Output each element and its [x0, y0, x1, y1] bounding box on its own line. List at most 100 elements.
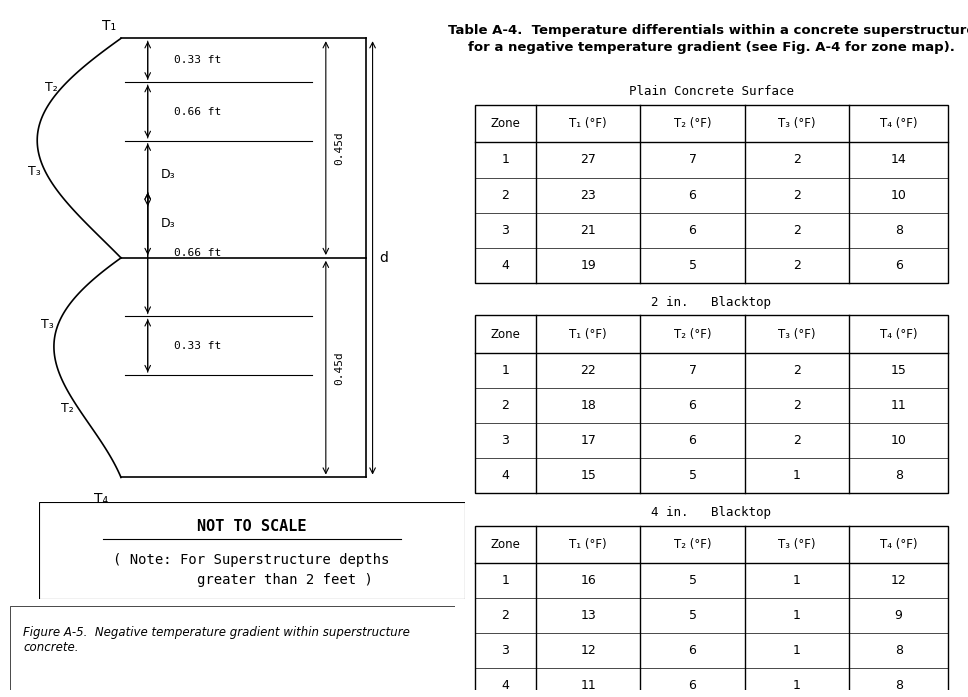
Text: 0.33 ft: 0.33 ft: [174, 341, 222, 351]
Text: Table A-4.  Temperature differentials within a concrete superstructure
for a neg: Table A-4. Temperature differentials wit…: [448, 24, 968, 54]
Text: T₁ (°F): T₁ (°F): [569, 328, 607, 341]
Text: 2 in.   Blacktop: 2 in. Blacktop: [651, 296, 771, 309]
Text: 3: 3: [501, 434, 509, 447]
Text: T₄ (°F): T₄ (°F): [880, 538, 918, 551]
Text: 5: 5: [688, 259, 697, 272]
Text: T₃ (°F): T₃ (°F): [778, 117, 815, 130]
Text: 1: 1: [501, 364, 509, 377]
Text: 17: 17: [581, 434, 596, 447]
Text: D₃: D₃: [161, 169, 176, 181]
Text: 2: 2: [501, 609, 509, 622]
Text: 2: 2: [793, 153, 801, 167]
Text: 19: 19: [581, 259, 596, 272]
Text: 2: 2: [793, 364, 801, 377]
Text: NOT TO SCALE: NOT TO SCALE: [197, 519, 307, 534]
Text: 18: 18: [581, 399, 596, 412]
Text: 0.33 ft: 0.33 ft: [174, 55, 222, 66]
Text: 9: 9: [894, 609, 902, 622]
Text: 12: 12: [581, 644, 596, 657]
Text: 27: 27: [581, 153, 596, 167]
Bar: [474, 105, 949, 283]
Text: 2: 2: [793, 189, 801, 201]
Text: T₂: T₂: [45, 81, 58, 93]
Text: 1: 1: [793, 644, 801, 657]
Text: 12: 12: [891, 574, 907, 587]
Text: 1: 1: [793, 609, 801, 622]
Text: 2: 2: [793, 224, 801, 237]
Text: 2: 2: [501, 189, 509, 201]
Text: 6: 6: [688, 680, 696, 693]
Text: 6: 6: [688, 644, 696, 657]
Text: 4 in.   Blacktop: 4 in. Blacktop: [651, 506, 771, 519]
Text: 6: 6: [688, 434, 696, 447]
Text: 4: 4: [501, 469, 509, 482]
Text: 5: 5: [688, 609, 697, 622]
Text: 13: 13: [581, 609, 596, 622]
Text: 11: 11: [581, 680, 596, 693]
Text: 8: 8: [894, 680, 903, 693]
Text: 1: 1: [793, 574, 801, 587]
Text: 0.45d: 0.45d: [335, 351, 345, 385]
Text: Figure A-5.  Negative temperature gradient within superstructure
concrete.: Figure A-5. Negative temperature gradien…: [23, 626, 409, 654]
Text: 4: 4: [501, 680, 509, 693]
Text: 10: 10: [891, 434, 907, 447]
Text: T₂ (°F): T₂ (°F): [674, 328, 711, 341]
Text: 11: 11: [891, 399, 907, 412]
Text: 7: 7: [688, 153, 697, 167]
Bar: [474, 526, 949, 697]
Text: T₂: T₂: [61, 402, 75, 415]
Text: Zone: Zone: [491, 538, 520, 551]
Text: 15: 15: [891, 364, 907, 377]
Text: 3: 3: [501, 644, 509, 657]
Text: T₄: T₄: [94, 492, 107, 506]
Text: 1: 1: [793, 469, 801, 482]
FancyBboxPatch shape: [39, 502, 465, 599]
Text: T₃: T₃: [41, 318, 53, 331]
Text: 6: 6: [688, 399, 696, 412]
Text: 0.66 ft: 0.66 ft: [174, 107, 222, 116]
Bar: [474, 316, 949, 493]
Text: 4: 4: [501, 259, 509, 272]
Text: Zone: Zone: [491, 328, 520, 341]
Text: 0.45d: 0.45d: [335, 131, 345, 165]
Text: T₁: T₁: [103, 20, 116, 33]
Text: 22: 22: [581, 364, 596, 377]
Text: 8: 8: [894, 644, 903, 657]
Text: T₂ (°F): T₂ (°F): [674, 117, 711, 130]
Text: T₄ (°F): T₄ (°F): [880, 328, 918, 341]
Text: 1: 1: [501, 574, 509, 587]
Text: Plain Concrete Surface: Plain Concrete Surface: [629, 86, 794, 98]
Text: T₃ (°F): T₃ (°F): [778, 328, 815, 341]
Text: 0.66 ft: 0.66 ft: [174, 248, 222, 258]
Text: T₄ (°F): T₄ (°F): [880, 117, 918, 130]
Text: 23: 23: [581, 189, 596, 201]
Text: 2: 2: [793, 399, 801, 412]
Text: 2: 2: [793, 434, 801, 447]
Text: Zone: Zone: [491, 117, 520, 130]
Text: 5: 5: [688, 574, 697, 587]
FancyBboxPatch shape: [10, 606, 455, 690]
Text: T₃ (°F): T₃ (°F): [778, 538, 815, 551]
Text: 6: 6: [688, 189, 696, 201]
Text: 1: 1: [793, 680, 801, 693]
Text: 16: 16: [581, 574, 596, 587]
Text: T₁ (°F): T₁ (°F): [569, 117, 607, 130]
Text: 14: 14: [891, 153, 907, 167]
Text: T₂ (°F): T₂ (°F): [674, 538, 711, 551]
Text: 8: 8: [894, 469, 903, 482]
Text: 7: 7: [688, 364, 697, 377]
Text: 5: 5: [688, 469, 697, 482]
Text: 3: 3: [501, 224, 509, 237]
Text: 8: 8: [894, 224, 903, 237]
Text: T₃: T₃: [28, 165, 41, 178]
Text: 6: 6: [688, 224, 696, 237]
Text: D₃: D₃: [161, 217, 176, 230]
Text: ( Note: For Superstructure depths
        greater than 2 feet ): ( Note: For Superstructure depths greate…: [113, 553, 390, 587]
Text: 10: 10: [891, 189, 907, 201]
Text: 2: 2: [793, 259, 801, 272]
Text: d: d: [379, 251, 388, 265]
Text: 15: 15: [581, 469, 596, 482]
Text: T₁ (°F): T₁ (°F): [569, 538, 607, 551]
Text: 6: 6: [894, 259, 902, 272]
Text: 2: 2: [501, 399, 509, 412]
